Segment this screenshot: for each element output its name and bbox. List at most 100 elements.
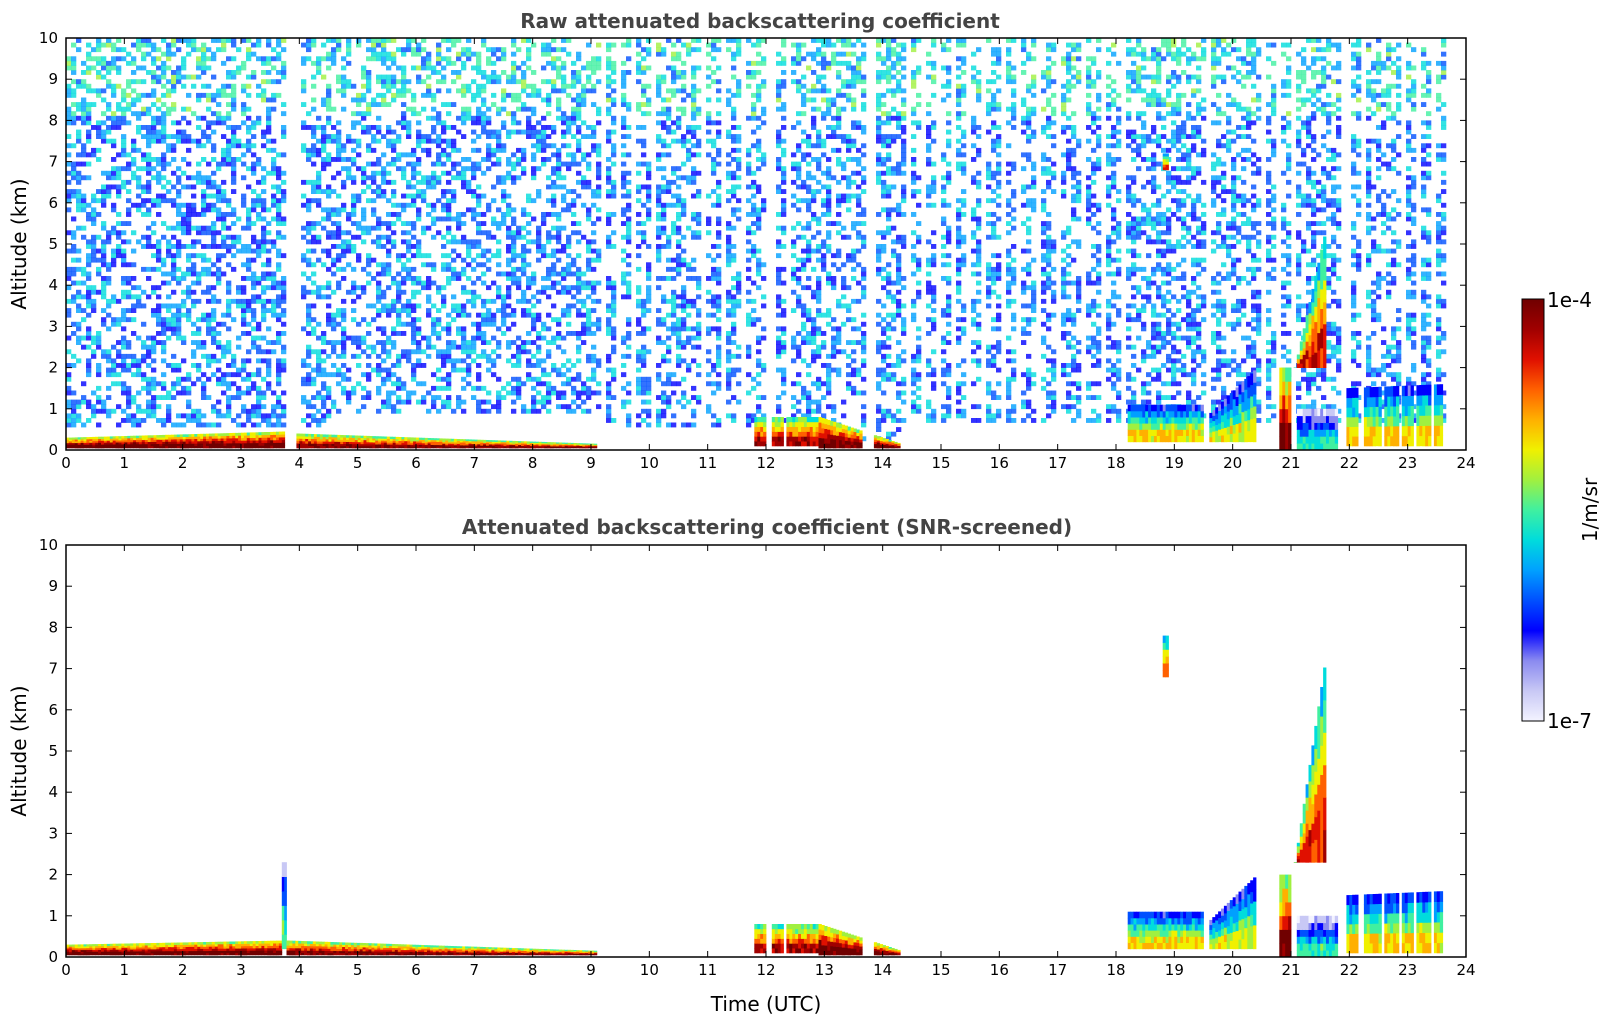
noise-cell <box>341 106 347 112</box>
noise-cell <box>371 56 377 62</box>
noise-cell <box>106 298 112 304</box>
noise-cell <box>756 372 762 378</box>
noise-cell <box>381 79 387 85</box>
noise-cell <box>481 280 487 286</box>
noise-cell <box>791 276 797 281</box>
noise-cell <box>421 399 427 405</box>
noise-cell <box>231 134 237 139</box>
noise-cell <box>441 262 447 268</box>
noise-cell <box>76 106 82 112</box>
noise-cell <box>421 225 427 231</box>
noise-cell <box>111 111 117 117</box>
noise-cell <box>196 418 202 423</box>
noise-cell <box>426 56 432 62</box>
noise-cell <box>731 298 737 304</box>
noise-cell <box>561 289 567 295</box>
noise-cell <box>86 42 92 48</box>
noise-cell <box>201 266 207 272</box>
noise-cell <box>476 363 482 368</box>
noise-cell <box>656 225 662 231</box>
noise-cell <box>226 381 232 387</box>
noise-cell <box>66 92 72 98</box>
noise-cell <box>691 344 697 350</box>
noise-cell <box>196 143 202 149</box>
noise-cell <box>571 120 577 126</box>
noise-cell <box>671 138 677 144</box>
noise-cell <box>716 418 722 423</box>
noise-cell <box>516 363 522 368</box>
noise-cell <box>271 422 277 428</box>
noise-cell <box>81 60 87 66</box>
noise-cell <box>726 170 732 176</box>
noise-cell <box>511 38 517 43</box>
noise-cell <box>416 344 422 350</box>
noise-cell <box>111 344 117 350</box>
noise-cell <box>501 331 507 336</box>
noise-cell <box>501 198 507 204</box>
noise-cell <box>736 88 742 94</box>
noise-cell <box>131 395 137 400</box>
noise-cell <box>446 276 452 281</box>
noise-cell <box>366 376 372 382</box>
noise-cell <box>96 289 102 295</box>
noise-cell <box>446 349 452 355</box>
noise-cell <box>611 376 617 382</box>
noise-cell <box>216 212 222 217</box>
noise-cell <box>236 138 242 144</box>
noise-cell <box>371 161 377 167</box>
noise-cell <box>711 276 717 281</box>
noise-cell <box>71 111 77 117</box>
noise-cell <box>581 280 587 286</box>
noise-cell <box>511 276 517 281</box>
noise-cell <box>526 230 532 236</box>
noise-cell <box>96 408 102 414</box>
noise-cell <box>146 363 152 368</box>
noise-cell <box>531 92 537 98</box>
noise-cell <box>781 115 787 121</box>
noise-cell <box>401 276 407 281</box>
noise-cell <box>626 418 632 423</box>
noise-cell <box>501 312 507 318</box>
noise-cell <box>321 143 327 149</box>
noise-cell <box>606 179 612 185</box>
noise-cell <box>341 202 347 208</box>
noise-cell <box>341 317 347 323</box>
noise-cell <box>536 147 542 153</box>
noise-cell <box>531 317 537 323</box>
noise-cell <box>581 120 587 126</box>
noise-cell <box>376 189 382 194</box>
noise-cell <box>516 129 522 135</box>
noise-cell <box>716 298 722 304</box>
noise-cell <box>246 212 252 217</box>
noise-cell <box>231 56 237 62</box>
noise-cell <box>606 418 612 423</box>
noise-cell <box>426 65 432 71</box>
noise-cell <box>516 390 522 396</box>
noise-cell <box>486 120 492 126</box>
noise-cell <box>716 179 722 185</box>
noise-cell <box>416 303 422 309</box>
noise-cell <box>761 326 767 332</box>
noise-cell <box>101 88 107 94</box>
noise-cell <box>81 198 87 204</box>
noise-cell <box>186 308 192 313</box>
noise-cell <box>71 399 77 405</box>
noise-cell <box>256 83 262 89</box>
noise-cell <box>461 170 467 176</box>
noise-cell <box>781 372 787 378</box>
noise-cell <box>591 202 597 208</box>
noise-cell <box>101 221 107 226</box>
noise-cell <box>381 303 387 309</box>
noise-cell <box>551 367 557 373</box>
noise-cell <box>641 363 647 368</box>
noise-cell <box>436 47 442 53</box>
noise-cell <box>231 266 237 272</box>
noise-cell <box>716 88 722 94</box>
noise-cell <box>336 367 342 373</box>
noise-cell <box>381 193 387 199</box>
noise-cell <box>606 385 612 391</box>
noise-cell <box>156 317 162 323</box>
noise-cell <box>266 125 272 130</box>
noise-cell <box>301 120 307 126</box>
noise-cell <box>276 230 282 236</box>
